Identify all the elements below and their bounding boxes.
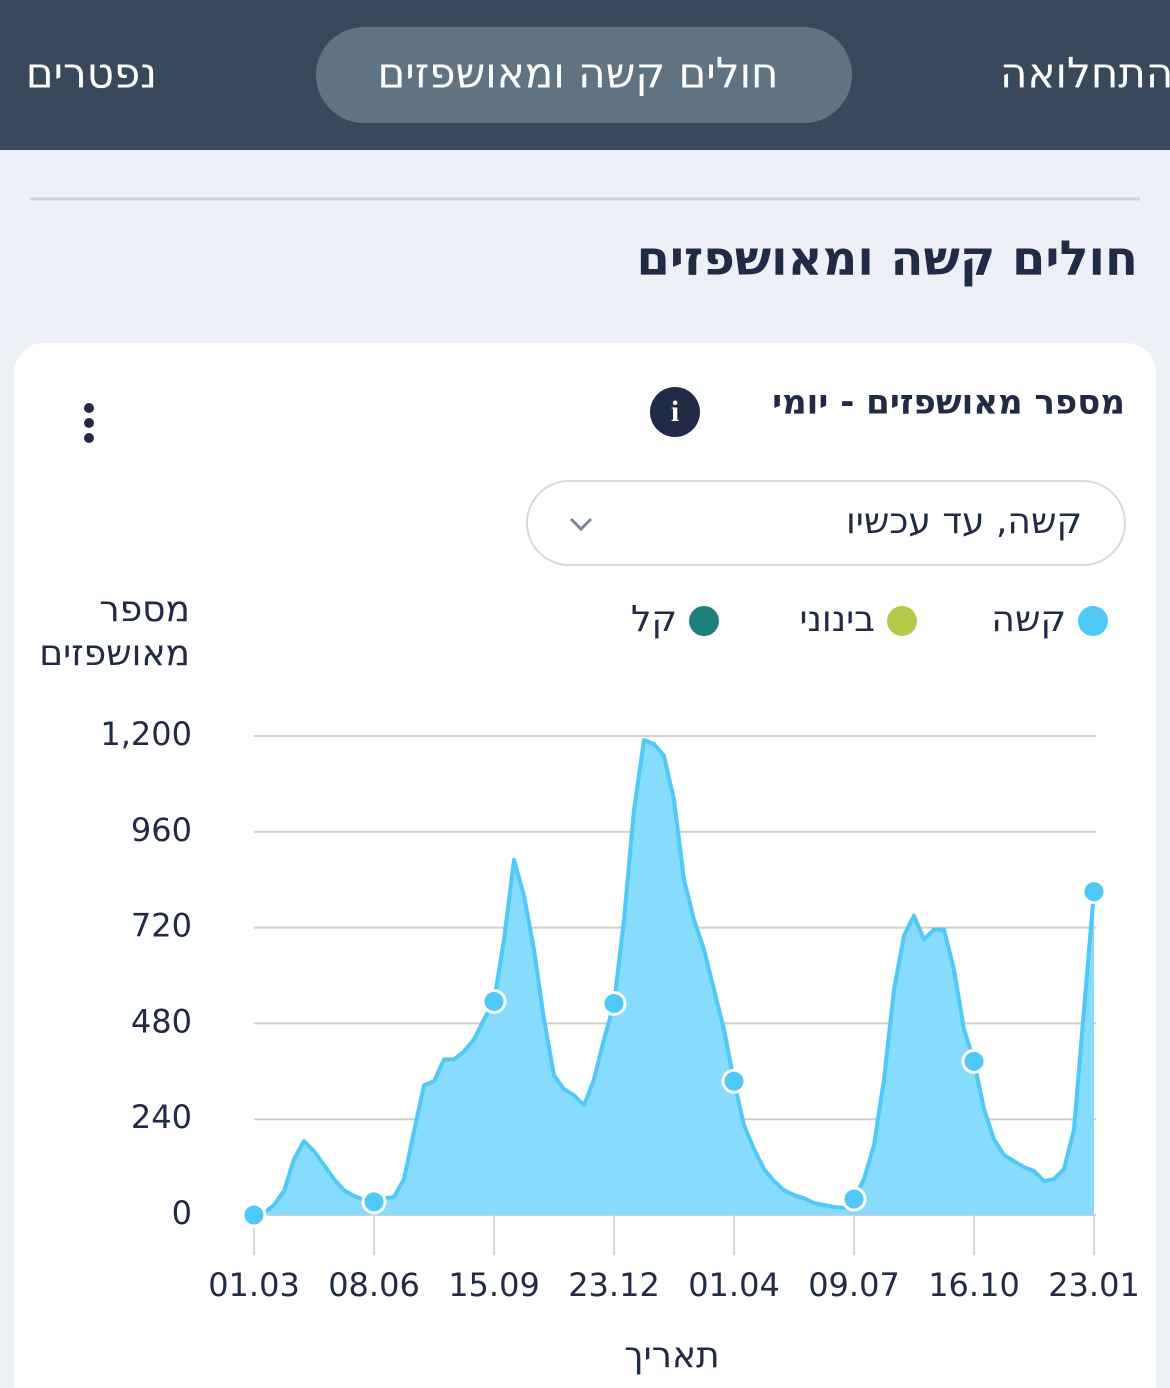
tab[interactable]: חולים קשה ומאושפזים: [378, 49, 779, 98]
legend-label: בינוני: [799, 599, 875, 640]
dropdown[interactable]: [526, 480, 1126, 566]
point-marker: [601, 990, 627, 1016]
y-tick-label: 720: [131, 907, 192, 945]
x-tick-label: 23.12: [568, 1266, 660, 1304]
point-marker: [961, 1048, 987, 1074]
info-icon[interactable]: [650, 387, 700, 437]
x-tick-label: 01.03: [208, 1266, 300, 1304]
card: [14, 343, 1156, 1388]
y-axis-label: מאושפזים: [39, 633, 190, 674]
legend-swatch: [689, 606, 719, 636]
legend-label: קשה: [991, 599, 1066, 640]
y-tick-label: 480: [131, 1002, 192, 1040]
info-icon-glyph: i: [671, 395, 679, 428]
dropdown-value: קשה, עד עכשיו: [846, 501, 1082, 542]
card-title: מספר מאושפזים - יומי: [772, 383, 1125, 423]
y-tick-label: 1,200: [100, 715, 192, 753]
area-fill: [254, 739, 1094, 1215]
point-marker: [361, 1189, 387, 1215]
y-tick-label: 240: [131, 1098, 192, 1136]
x-tick-label: 23.01: [1048, 1266, 1140, 1304]
line: [253, 737, 1096, 1217]
dropdown-chevron: [569, 517, 593, 532]
kebab-menu[interactable]: [84, 403, 94, 443]
y-axis-label: מספר: [99, 589, 190, 630]
x-tick-label: 08.06: [328, 1266, 420, 1304]
x-tick-label: 01.04: [688, 1266, 780, 1304]
point-marker: [841, 1186, 867, 1212]
x-tick-label: 15.09: [448, 1266, 540, 1304]
y-tick-label: 960: [131, 811, 192, 849]
active-tab-pill[interactable]: [316, 27, 852, 123]
legend-label: קל: [631, 599, 677, 640]
legend-swatch: [1078, 606, 1108, 636]
point-marker: [241, 1202, 267, 1228]
tab[interactable]: נפטרים: [26, 49, 157, 98]
tab[interactable]: התחלואה: [1000, 49, 1170, 98]
x-tick-label: 09.07: [808, 1266, 900, 1304]
section-title: חולים קשה ומאושפזים: [636, 231, 1138, 287]
point-marker: [1081, 879, 1107, 905]
point-marker: [721, 1068, 747, 1094]
y-tick-label: 0: [172, 1194, 192, 1232]
x-axis-label: תאריך: [624, 1335, 719, 1376]
point-marker: [481, 988, 507, 1014]
x-tick-label: 16.10: [928, 1266, 1020, 1304]
legend-swatch: [887, 606, 917, 636]
